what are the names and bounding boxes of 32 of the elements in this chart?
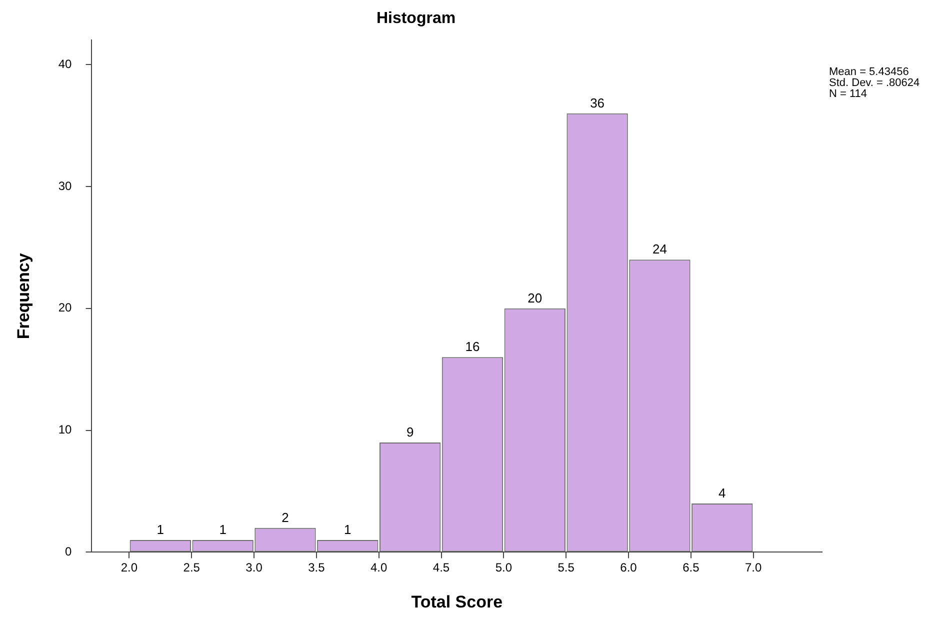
x-tick-label: 5.0 [495,560,512,575]
data-label: 24 [652,242,667,257]
y-tick-label: 20 [58,300,72,315]
y-tick-label: 0 [65,544,72,559]
y-axis-title: Frequency [14,252,33,340]
data-label: 2 [282,510,289,525]
y-tick-label: 40 [58,56,72,71]
x-tick-label: 3.0 [246,560,263,575]
x-tick-label: 2.5 [183,560,200,575]
text: N = 114 [829,88,868,100]
data-label: 1 [219,522,226,538]
x-tick-label: 5.5 [558,560,575,575]
y-tick-label: 10 [58,422,72,437]
x-tick-label: 4.5 [432,560,450,575]
x-tick-label: 6.0 [620,560,638,575]
chart-title: Histogram [376,10,456,28]
x-axis-title: Total Score [411,592,503,612]
data-label: 20 [528,290,542,306]
data-label: 36 [590,95,605,110]
data-label: 16 [465,339,480,354]
data-label: 4 [718,486,726,501]
x-tick-label: 4.0 [370,560,388,575]
x-tick-label: 6.5 [682,560,700,575]
x-tick-label: 7.0 [745,560,762,575]
x-tick-label: 3.5 [308,560,326,575]
text: Mean = 5.43456 [829,66,910,78]
data-label: 1 [156,522,164,538]
y-tick-label: 30 [58,178,72,193]
data-label: 1 [344,522,352,538]
text: Std. Dev. = .80624 [829,77,920,89]
x-tick-label: 2.0 [120,560,138,575]
data-label: 9 [406,424,414,440]
